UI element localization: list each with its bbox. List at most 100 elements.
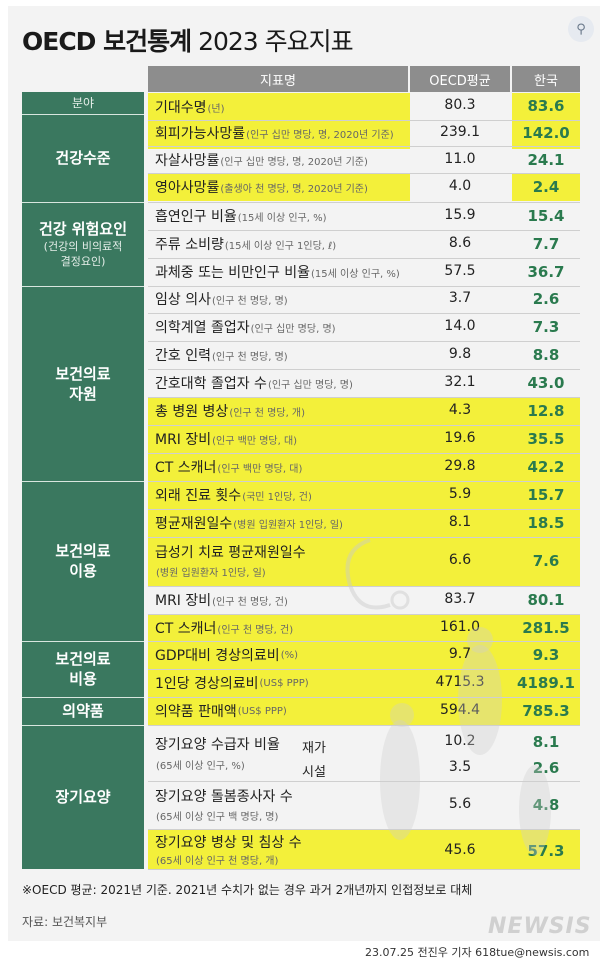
row-separator bbox=[148, 425, 580, 426]
newsis-logo: NEWSIS bbox=[488, 914, 592, 939]
row-note: (인구 천 명당, 건) bbox=[217, 624, 294, 636]
row-note: (인구 천 명당, 건) bbox=[212, 596, 288, 608]
row-name: 회피가능사망률 bbox=[155, 126, 246, 142]
oecd-value: 4.3 bbox=[448, 402, 472, 418]
category-label: 건강 위험요인 bbox=[38, 220, 128, 238]
row-note: (인구 십만 명당, 명) bbox=[250, 323, 336, 335]
category-divider bbox=[22, 286, 144, 287]
oecd-value: 14.0 bbox=[444, 318, 476, 334]
row-separator bbox=[148, 453, 580, 454]
oecd-value: 10.2 bbox=[444, 733, 476, 749]
row-name: 평균재원일수 bbox=[155, 516, 233, 532]
table-row-note: (65세 이상 인구 백 명당, 명) bbox=[155, 806, 278, 824]
row-name: 장기요양 병상 및 침상 수 bbox=[155, 835, 302, 851]
page-title: OECD 보건통계 2023 주요지표 bbox=[22, 22, 354, 58]
row-separator bbox=[148, 781, 580, 782]
category-column bbox=[22, 92, 144, 869]
category-label: 보건의료 이용 bbox=[55, 542, 111, 580]
oecd-value: 29.8 bbox=[444, 458, 476, 474]
row-name: 주류 소비량 bbox=[155, 237, 224, 253]
row-name: 과체중 또는 비만인구 비율 bbox=[155, 265, 311, 281]
category-cost: 보건의료 비용 bbox=[22, 641, 144, 697]
row-separator bbox=[148, 586, 580, 587]
oecd-value: 594.4 bbox=[439, 702, 481, 718]
table-row: 장기요양 수급자 비율 bbox=[155, 734, 280, 754]
oecd-value: 4715.3 bbox=[435, 674, 485, 690]
category-header: 분야 bbox=[22, 92, 144, 114]
category-divider bbox=[22, 725, 144, 726]
row-separator bbox=[148, 537, 580, 538]
table-row: MRI 장비 (인구 천 명당, 건) bbox=[155, 589, 288, 611]
row-name: CT 스캐너 bbox=[155, 621, 217, 637]
row-separator bbox=[148, 614, 580, 615]
category-divider bbox=[22, 202, 144, 203]
row-note: (년) bbox=[207, 103, 225, 115]
row-name: 간호대학 졸업자 수 bbox=[155, 376, 267, 392]
korea-value: 281.5 bbox=[522, 619, 570, 637]
row-name: 기대수명 bbox=[155, 100, 207, 116]
oecd-value: 80.3 bbox=[444, 97, 476, 113]
korea-value: 2.4 bbox=[532, 178, 560, 196]
row-separator bbox=[148, 397, 580, 398]
highlight-band bbox=[148, 698, 580, 725]
oecd-value: 9.7 bbox=[448, 646, 472, 662]
oecd-value: 4.0 bbox=[448, 178, 472, 194]
oecd-value: 57.5 bbox=[444, 263, 476, 279]
oecd-value: 83.7 bbox=[444, 591, 476, 607]
highlight-band bbox=[148, 829, 580, 869]
highlight-band bbox=[148, 614, 580, 641]
row-name: 간호 인력 bbox=[155, 348, 211, 364]
row-note: (인구 천 명당, 명) bbox=[211, 295, 288, 307]
table-row: 장기요양 돌봄종사자 수 bbox=[155, 786, 293, 806]
row-note: (15세 이상 인구 1인당, ℓ) bbox=[224, 240, 337, 252]
table-row: 평균재원일수 (병원 입원환자 1인당, 일) bbox=[155, 512, 343, 534]
korea-value: 4189.1 bbox=[517, 674, 575, 692]
oecd-value: 8.6 bbox=[448, 235, 472, 251]
table-row: CT 스캐너 (인구 천 명당, 건) bbox=[155, 617, 293, 639]
category-header-label: 분야 bbox=[71, 95, 95, 110]
category-label: 보건의료 자원 bbox=[55, 364, 111, 403]
row-name: 1인당 경상의료비 bbox=[155, 676, 259, 692]
oecd-value: 45.6 bbox=[444, 842, 476, 858]
korea-value: 36.7 bbox=[527, 263, 565, 281]
row-separator bbox=[148, 641, 580, 642]
korea-value: 15.7 bbox=[527, 486, 565, 504]
table-row: 외래 진료 횟수 (국민 1인당, 건) bbox=[155, 484, 312, 506]
korea-value: 24.1 bbox=[527, 151, 565, 169]
lens-search-icon[interactable]: ⚲ bbox=[568, 16, 594, 42]
category-health-risk: 건강 위험요인 (건강의 비의료적 결정요인) bbox=[22, 202, 144, 286]
category-pharma: 의약품 bbox=[22, 697, 144, 725]
korea-value: 2.6 bbox=[532, 759, 560, 777]
header-oecd: OECD평균 bbox=[410, 66, 510, 92]
highlight-band bbox=[512, 173, 580, 201]
row-note: (US$ PPP) bbox=[237, 705, 287, 717]
table-row: 간호대학 졸업자 수 (인구 십만 명당, 명) bbox=[155, 372, 353, 394]
table-row: 흡연인구 비율 (15세 이상 인구, %) bbox=[155, 205, 326, 227]
category-utilization: 보건의료 이용 bbox=[22, 481, 144, 641]
row-separator bbox=[148, 369, 580, 370]
korea-value: 785.3 bbox=[522, 702, 570, 720]
row-name: CT 스캐너 bbox=[155, 460, 217, 476]
row-separator bbox=[148, 725, 580, 726]
row-name: 흡연인구 비율 bbox=[155, 209, 237, 225]
footnote: ※OECD 평균: 2021년 기준. 2021년 수치가 없는 경우 과거 2… bbox=[22, 883, 473, 897]
table-row: 주류 소비량 (15세 이상 인구 1인당, ℓ) bbox=[155, 233, 336, 255]
row-separator bbox=[148, 286, 580, 287]
korea-value: 18.5 bbox=[527, 514, 565, 532]
oecd-value: 3.7 bbox=[448, 290, 472, 306]
row-name: 의약품 판매액 bbox=[155, 704, 237, 720]
korea-value: 15.4 bbox=[527, 207, 565, 225]
row-separator bbox=[148, 481, 580, 482]
category-resources: 보건의료 자원 bbox=[22, 286, 144, 481]
category-label: 장기요양 bbox=[55, 788, 111, 806]
row-note: (인구 천 명당, 개) bbox=[229, 407, 306, 419]
row-note: (US$ PPP) bbox=[259, 677, 309, 689]
korea-value: 80.1 bbox=[527, 591, 565, 609]
korea-value: 35.5 bbox=[527, 430, 565, 448]
title-bold: OECD 보건통계 bbox=[22, 27, 192, 56]
row-note: (65세 이상 인구 천 명당, 개) bbox=[156, 855, 279, 867]
oecd-value: 6.6 bbox=[448, 552, 472, 568]
row-separator bbox=[148, 697, 580, 698]
korea-value: 12.8 bbox=[527, 402, 565, 420]
title-rest: 2023 주요지표 bbox=[198, 27, 354, 56]
